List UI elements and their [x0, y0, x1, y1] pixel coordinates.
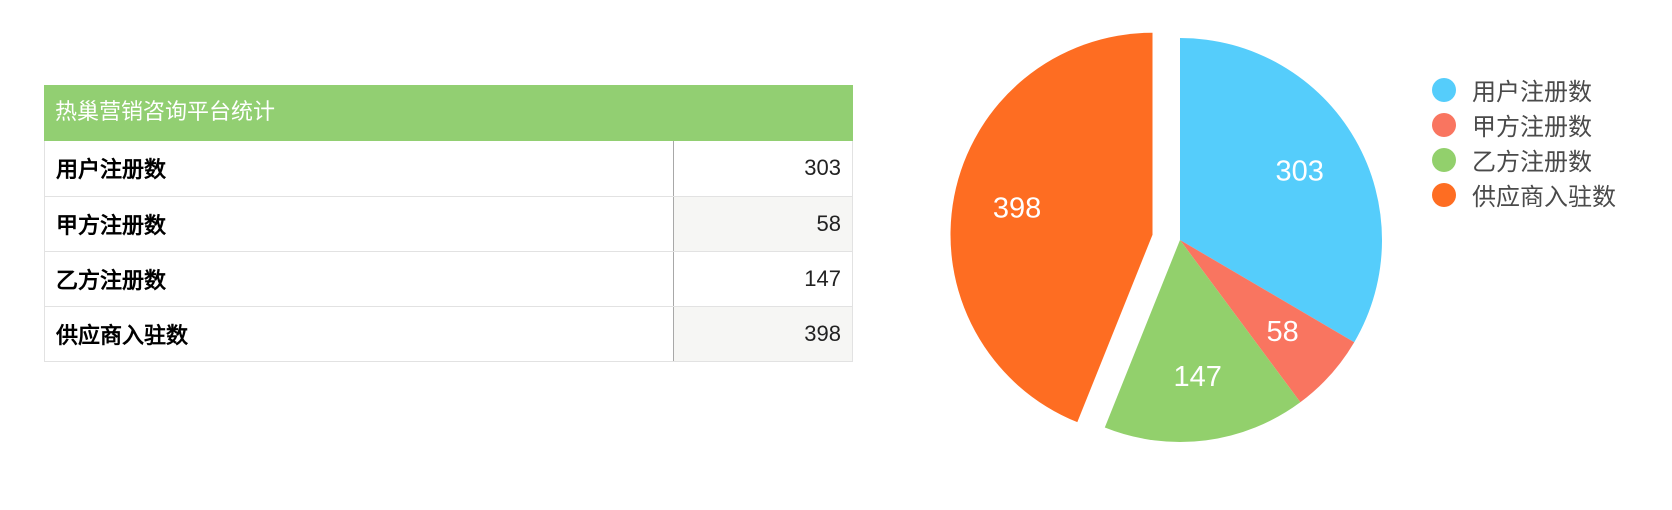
table-row: 乙方注册数 147	[44, 251, 853, 307]
slice-value-label: 398	[993, 193, 1041, 225]
pie-slice[interactable]	[1180, 240, 1355, 403]
row-value: 398	[673, 306, 853, 362]
pie-slice[interactable]	[1104, 240, 1301, 442]
legend-item[interactable]: 甲方注册数	[1432, 107, 1616, 142]
legend-label: 供应商入驻数	[1472, 183, 1616, 211]
row-label: 甲方注册数	[44, 196, 674, 252]
table-title: 热巢营销咨询平台统计	[44, 85, 853, 141]
legend-label: 乙方注册数	[1472, 148, 1592, 176]
stats-table: 热巢营销咨询平台统计 用户注册数 303 甲方注册数 58 乙方注册数 147 …	[44, 85, 853, 362]
row-value: 303	[673, 141, 853, 197]
stats-table-body: 用户注册数 303 甲方注册数 58 乙方注册数 147 供应商入驻数 398	[44, 141, 853, 362]
legend-swatch	[1432, 77, 1456, 102]
table-row: 用户注册数 303	[44, 141, 853, 197]
legend-label: 用户注册数	[1472, 78, 1592, 106]
slice-value-label: 303	[1276, 155, 1324, 187]
row-label: 供应商入驻数	[44, 306, 674, 362]
table-row: 甲方注册数 58	[44, 196, 853, 252]
legend-label: 甲方注册数	[1472, 113, 1592, 141]
row-label: 用户注册数	[44, 141, 674, 197]
table-row: 供应商入驻数 398	[44, 306, 853, 362]
pie-slice[interactable]	[950, 32, 1153, 423]
legend-swatch	[1432, 147, 1456, 172]
row-value: 58	[673, 196, 853, 252]
row-label: 乙方注册数	[44, 251, 674, 307]
legend-item[interactable]: 用户注册数	[1432, 72, 1616, 107]
legend-swatch	[1432, 182, 1456, 207]
row-value: 147	[673, 251, 853, 307]
chart-legend: 用户注册数 甲方注册数 乙方注册数 供应商入驻数	[1432, 72, 1616, 212]
legend-item[interactable]: 乙方注册数	[1432, 142, 1616, 177]
legend-swatch	[1432, 112, 1456, 137]
pie-slice[interactable]	[1180, 38, 1383, 343]
legend-item[interactable]: 供应商入驻数	[1432, 177, 1616, 212]
slice-value-label: 58	[1267, 316, 1299, 348]
slice-value-label: 147	[1173, 361, 1221, 393]
